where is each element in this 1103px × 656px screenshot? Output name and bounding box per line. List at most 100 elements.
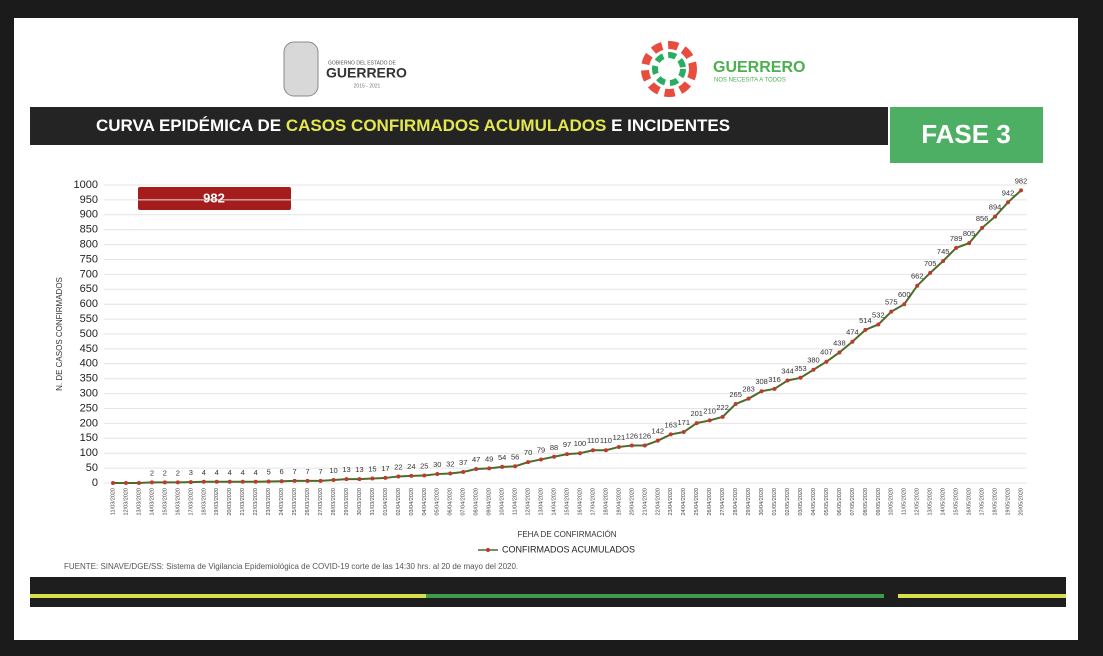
value-label: 514 — [859, 316, 872, 325]
x-tick-label: 17/03/2020 — [188, 488, 194, 516]
x-tick-label: 18/04/2020 — [603, 488, 609, 516]
value-label: 110 — [600, 436, 612, 445]
point — [577, 451, 582, 456]
x-tick-label: 11/04/2020 — [513, 488, 519, 515]
value-label: 2 — [176, 468, 180, 477]
value-label: 70 — [524, 448, 532, 457]
point — [798, 375, 803, 380]
point — [980, 225, 985, 230]
x-tick-label: 24/04/2020 — [681, 488, 687, 516]
y-tick-label: 750 — [80, 253, 98, 265]
x-tick-label: 14/05/2020 — [941, 488, 947, 516]
point — [422, 473, 427, 478]
value-label: 575 — [885, 298, 898, 307]
value-label: 54 — [498, 453, 506, 462]
x-tick-label: 17/04/2020 — [590, 488, 596, 516]
y-tick-label: 250 — [80, 402, 98, 414]
value-label: 705 — [924, 259, 937, 268]
point — [629, 443, 634, 448]
point — [824, 359, 829, 364]
y-tick-label: 550 — [80, 313, 98, 325]
value-label: 5 — [267, 467, 271, 476]
value-label: 4 — [215, 468, 219, 477]
value-label: 47 — [472, 455, 480, 464]
y-tick-label: 0 — [92, 477, 98, 489]
value-label: 982 — [1015, 176, 1028, 185]
value-label: 3 — [189, 468, 193, 477]
point — [1019, 188, 1023, 193]
point — [513, 464, 518, 469]
x-tick-label: 12/04/2020 — [526, 488, 532, 516]
point — [123, 481, 128, 485]
x-tick-label: 04/04/2020 — [422, 488, 428, 516]
point — [889, 309, 894, 314]
x-tick-label: 02/05/2020 — [785, 488, 791, 516]
value-label: 49 — [485, 454, 493, 463]
value-label: 201 — [690, 409, 703, 418]
legend-marker — [486, 548, 490, 552]
point — [370, 476, 375, 481]
value-label: 7 — [318, 467, 322, 476]
x-tick-label: 10/04/2020 — [500, 488, 506, 516]
x-tick-label: 21/03/2020 — [240, 488, 246, 516]
value-label: 474 — [846, 328, 859, 337]
x-tick-label: 13/03/2020 — [136, 488, 142, 516]
point — [694, 421, 699, 426]
point — [1006, 200, 1011, 205]
x-axis-label: FEHA DE CONFIRMACIÓN — [517, 530, 616, 539]
value-label: 745 — [937, 247, 950, 256]
value-label: 532 — [872, 310, 885, 319]
x-tick-label: 18/03/2020 — [201, 488, 207, 516]
y-tick-label: 200 — [80, 417, 98, 429]
y-tick-label: 600 — [80, 298, 98, 310]
x-tick-label: 16/04/2020 — [577, 488, 583, 516]
point — [565, 452, 569, 457]
banner-part: CURVA EPIDÉMICA DE — [96, 116, 281, 135]
x-tick-label: 09/04/2020 — [487, 488, 493, 516]
phase-box — [890, 107, 1043, 163]
point — [733, 402, 738, 407]
value-label: 4 — [228, 468, 232, 477]
x-tick-label: 03/04/2020 — [409, 488, 415, 516]
value-label: 7 — [305, 467, 309, 476]
point — [772, 386, 777, 391]
point — [500, 464, 505, 469]
value-label: 4 — [241, 468, 245, 477]
value-label: 2 — [150, 468, 154, 477]
brand-tag: NOS NECESITA A TODOS — [714, 78, 786, 84]
x-tick-label: 26/03/2020 — [305, 488, 311, 516]
value-label: 10 — [329, 466, 337, 475]
value-label: 438 — [833, 338, 846, 347]
x-tick-label: 20/04/2020 — [629, 488, 635, 516]
y-tick-label: 400 — [80, 358, 98, 370]
value-label: 163 — [665, 420, 678, 429]
value-label: 4 — [254, 468, 258, 477]
x-tick-label: 11/05/2020 — [902, 488, 908, 515]
value-label: 265 — [729, 390, 742, 399]
point — [396, 474, 401, 479]
point — [487, 466, 492, 471]
point — [409, 473, 414, 478]
x-tick-label: 23/03/2020 — [266, 488, 272, 516]
point — [642, 443, 647, 448]
y-tick-label: 1000 — [74, 179, 98, 191]
point — [357, 477, 362, 482]
point — [954, 245, 959, 250]
point — [435, 472, 440, 477]
value-label: 600 — [898, 290, 911, 299]
point — [668, 432, 673, 437]
x-tick-label: 12/03/2020 — [123, 488, 129, 516]
point — [162, 480, 167, 485]
value-label: 380 — [807, 356, 820, 365]
x-tick-label: 25/03/2020 — [292, 488, 298, 516]
x-tick-label: 19/04/2020 — [616, 488, 622, 516]
point — [149, 480, 154, 485]
point — [253, 479, 258, 484]
x-tick-label: 31/03/2020 — [370, 488, 376, 516]
point — [279, 479, 284, 484]
point — [266, 479, 271, 484]
value-label: 13 — [355, 465, 363, 474]
point — [902, 302, 907, 307]
value-label: 100 — [574, 439, 587, 448]
